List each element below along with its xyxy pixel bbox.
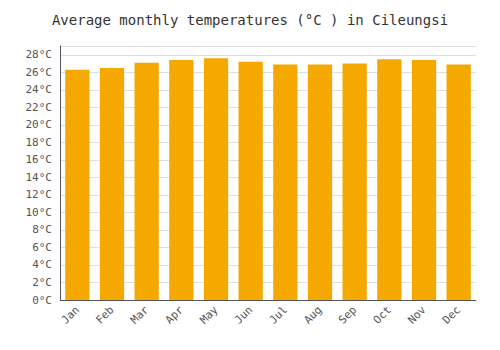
svg-text:6°C: 6°C <box>32 241 52 254</box>
svg-text:24°C: 24°C <box>26 83 53 96</box>
svg-text:Nov: Nov <box>405 303 428 326</box>
svg-text:16°C: 16°C <box>26 153 53 166</box>
svg-text:22°C: 22°C <box>26 101 53 114</box>
svg-text:28°C: 28°C <box>26 48 53 61</box>
svg-text:2°C: 2°C <box>32 276 52 289</box>
svg-text:Feb: Feb <box>93 303 116 326</box>
svg-text:Sep: Sep <box>336 303 359 326</box>
svg-text:Mar: Mar <box>128 303 151 326</box>
svg-text:12°C: 12°C <box>26 188 53 201</box>
svg-text:26°C: 26°C <box>26 66 53 79</box>
svg-text:0°C: 0°C <box>32 294 52 307</box>
svg-text:10°C: 10°C <box>26 206 53 219</box>
svg-text:18°C: 18°C <box>26 136 53 149</box>
svg-text:Jul: Jul <box>267 303 290 326</box>
svg-text:Oct: Oct <box>371 303 394 326</box>
svg-text:Dec: Dec <box>440 303 463 326</box>
svg-text:8°C: 8°C <box>32 223 52 236</box>
svg-text:14°C: 14°C <box>26 171 53 184</box>
svg-text:Jun: Jun <box>232 303 255 326</box>
svg-text:Aug: Aug <box>301 303 324 326</box>
svg-text:Apr: Apr <box>163 303 186 326</box>
svg-text:Jan: Jan <box>59 303 82 326</box>
svg-text:May: May <box>197 303 220 326</box>
svg-text:Average monthly temperatures (: Average monthly temperatures (°C ) in Ci… <box>52 12 448 28</box>
svg-text:4°C: 4°C <box>32 258 52 271</box>
svg-text:20°C: 20°C <box>26 118 53 131</box>
